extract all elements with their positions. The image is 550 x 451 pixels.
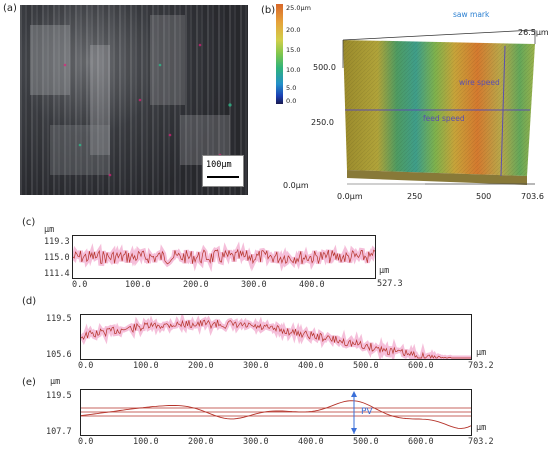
colorbar-tick: 10.0	[286, 66, 301, 74]
saw-mark-annotation: saw mark	[453, 10, 490, 19]
x-axis-label: 703.6	[521, 192, 544, 201]
x-tick: 300.0	[243, 361, 269, 371]
panel-d: (d) 119.5 105.6 0.0 100.0 200.0 300.0 40…	[0, 294, 550, 374]
height-label: 26.5μm	[518, 28, 549, 37]
x-tick: 400.0	[298, 361, 324, 371]
profile-frame	[72, 235, 376, 279]
y-tick: 105.6	[46, 350, 72, 360]
profile-frame	[80, 314, 472, 360]
panel-e-label: (e)	[22, 377, 36, 388]
x-tick: 100.0	[133, 437, 159, 447]
profile-plot	[81, 391, 471, 434]
x-end: 703.2	[468, 437, 494, 447]
y-tick: 119.5	[46, 314, 72, 324]
x-unit: μm	[476, 348, 487, 358]
colorbar-tick: 20.0	[286, 26, 301, 34]
panel-e: (e) μm PV 119.5 107.7 0.0 100.0 200.0 30…	[0, 371, 550, 451]
z-axis-label: 250.0	[311, 118, 334, 127]
x-tick: 600.0	[408, 361, 434, 371]
panel-c: (c) μm 119.3 115.0 111.4 0.0 100.0 200.0…	[0, 213, 550, 293]
micrograph-texture	[30, 15, 232, 177]
panel-a: (a) 100μm	[0, 0, 255, 200]
colorbar-tick: 0.0	[286, 97, 297, 105]
feed-speed-annotation: feed speed	[423, 114, 465, 123]
x-tick: 0.0	[78, 437, 94, 447]
pv-label: PV	[361, 407, 373, 417]
x-tick: 400.0	[298, 437, 324, 447]
y-unit: μm	[50, 377, 61, 387]
scalebar-line	[207, 176, 239, 178]
z-axis-label: 0.0μm	[283, 181, 309, 190]
panel-c-label: (c)	[22, 217, 36, 228]
x-axis-label: 0.0μm	[337, 192, 363, 201]
panel-d-label: (d)	[22, 296, 37, 307]
z-axis-label: 500.0	[313, 63, 336, 72]
profile-frame: PV	[80, 389, 472, 436]
x-axis-label: 250	[407, 192, 423, 201]
y-unit: μm	[44, 225, 55, 235]
profile-plot	[81, 315, 471, 359]
scalebar-text: 100μm	[206, 160, 232, 170]
profile-plot	[73, 241, 375, 273]
x-tick: 0.0	[72, 280, 88, 290]
colorbar-max: 25.0μm	[286, 4, 311, 12]
x-tick: 200.0	[188, 437, 214, 447]
x-tick: 300.0	[243, 437, 269, 447]
x-tick: 500.0	[353, 361, 379, 371]
x-tick: 200.0	[183, 280, 209, 290]
x-axis-label: 500	[476, 192, 492, 201]
x-tick: 100.0	[133, 361, 159, 371]
x-tick: 600.0	[408, 437, 434, 447]
wire-speed-annotation: wire speed	[459, 78, 500, 87]
y-tick: 119.3	[44, 237, 70, 247]
micrograph-image: 100μm	[20, 5, 248, 195]
x-tick: 200.0	[188, 361, 214, 371]
x-tick: 400.0	[299, 280, 325, 290]
x-tick: 300.0	[241, 280, 267, 290]
y-tick: 107.7	[46, 427, 72, 437]
x-unit: μm	[379, 266, 390, 276]
x-unit: μm	[476, 423, 487, 433]
colorbar-tick: 5.0	[286, 84, 297, 92]
x-tick: 500.0	[353, 437, 379, 447]
x-end: 703.2	[468, 361, 494, 371]
scalebar-box: 100μm	[202, 155, 244, 187]
y-tick: 119.5	[46, 391, 72, 401]
x-tick: 0.0	[78, 361, 94, 371]
y-tick: 115.0	[44, 253, 70, 263]
panel-b: (b) 25.0μm 20.0 15.0 10.0 5.0 0.0	[255, 0, 550, 205]
colorbar	[276, 4, 283, 104]
topography-3d	[342, 29, 536, 185]
colorbar-tick: 15.0	[286, 46, 301, 54]
panel-a-label: (a)	[3, 3, 17, 14]
y-tick: 111.4	[44, 269, 70, 279]
x-end: 527.3	[377, 279, 403, 289]
x-tick: 100.0	[125, 280, 151, 290]
panel-b-label: (b)	[261, 5, 276, 16]
